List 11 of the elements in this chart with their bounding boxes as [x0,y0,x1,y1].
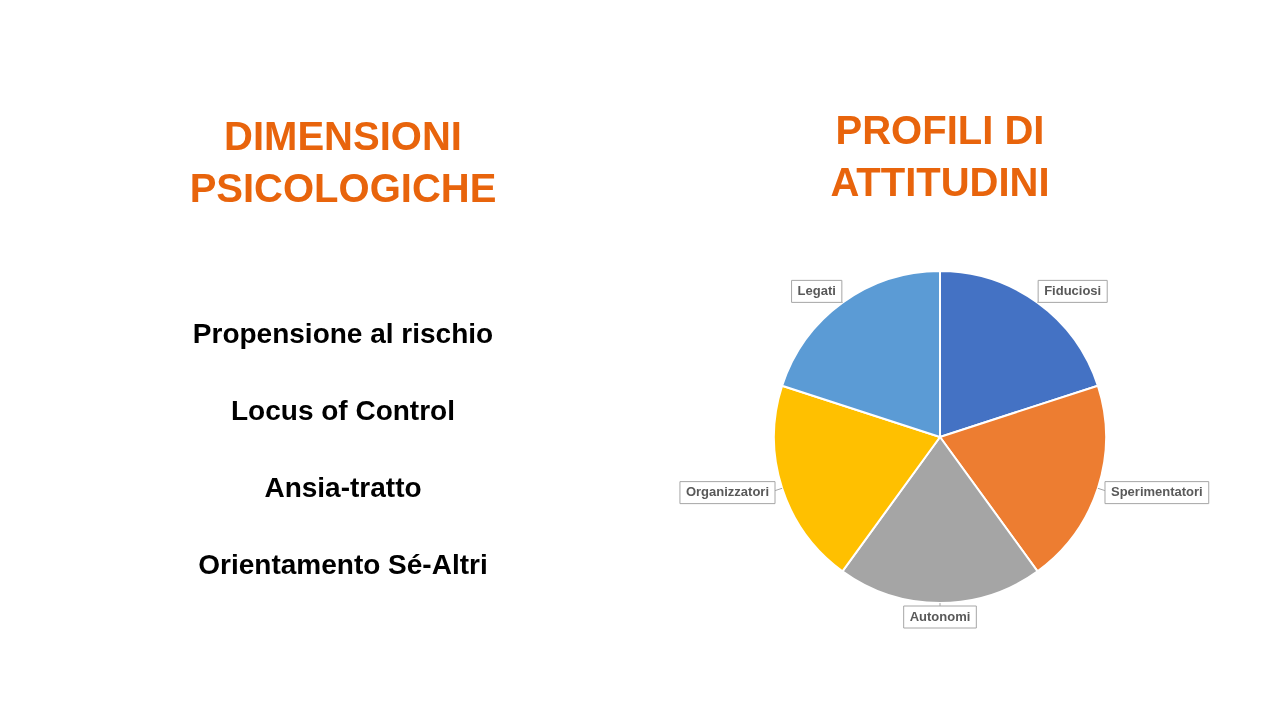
slice-label: Autonomi [909,608,971,624]
text: Propensione al rischio [191,317,495,351]
text: Ansia-tratto [263,471,423,505]
slice-label: Legati [797,282,836,298]
text: Locus of Control [230,394,456,428]
slice-label: Sperimentatori [1110,484,1203,500]
slice-label: Fiduciosi [1044,282,1102,298]
chart-title: PROFILI DI ATTITUDINI [829,107,1051,206]
text: DIMENSIONI PSICOLOGICHE [188,113,498,212]
slice-label: Organizzatori [685,484,770,500]
text: Orientamento Sé-Altri [197,548,489,582]
